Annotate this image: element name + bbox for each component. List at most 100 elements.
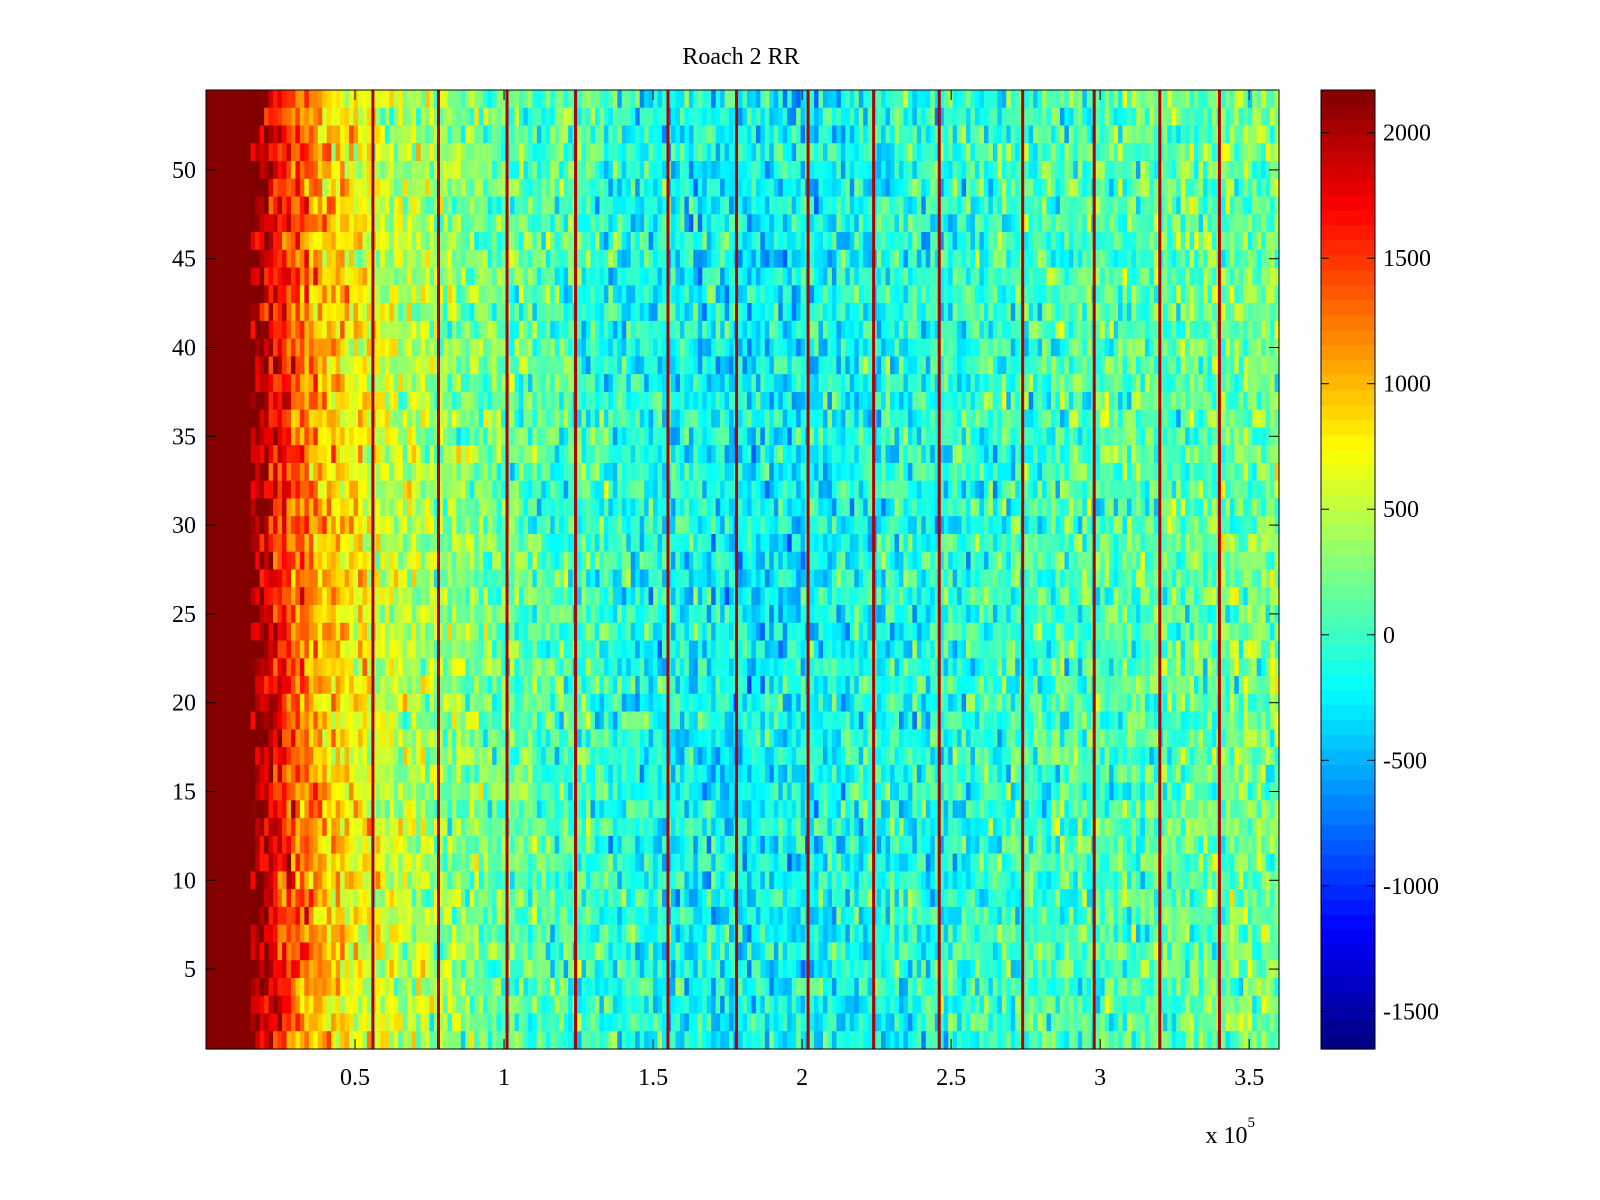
heatmap-cell bbox=[313, 214, 319, 233]
heatmap-cell bbox=[630, 303, 636, 322]
heatmap-cell bbox=[1135, 427, 1141, 446]
heatmap-cell bbox=[411, 267, 417, 286]
heatmap-cell bbox=[527, 445, 533, 464]
heatmap-cell bbox=[1042, 427, 1048, 446]
heatmap-cell bbox=[867, 320, 873, 340]
heatmap-cell bbox=[867, 161, 873, 180]
heatmap-cell bbox=[393, 214, 399, 233]
heatmap-cell bbox=[268, 267, 274, 286]
heatmap-cell bbox=[1126, 320, 1133, 340]
heatmap-cell bbox=[755, 196, 761, 215]
heatmap-cell bbox=[286, 356, 292, 375]
heatmap-cell bbox=[1113, 409, 1119, 429]
heatmap-cell bbox=[858, 445, 864, 464]
heatmap-cell bbox=[523, 445, 529, 464]
heatmap-cell bbox=[966, 232, 972, 251]
heatmap-cell bbox=[568, 161, 574, 180]
heatmap-cell bbox=[796, 107, 802, 127]
heatmap-cell bbox=[952, 249, 958, 269]
heatmap-cell bbox=[1068, 374, 1074, 393]
heatmap-cell bbox=[389, 338, 395, 357]
heatmap-cell bbox=[715, 125, 721, 144]
heatmap-cell bbox=[1247, 320, 1253, 340]
heatmap-cell bbox=[881, 303, 887, 322]
heatmap-cell bbox=[992, 249, 998, 269]
heatmap-cell bbox=[1198, 338, 1204, 357]
heatmap-cell bbox=[295, 143, 301, 162]
heatmap-cell bbox=[1135, 391, 1141, 411]
heatmap-cell bbox=[1068, 249, 1074, 269]
heatmap-cell bbox=[617, 249, 623, 269]
heatmap-cell bbox=[420, 214, 426, 233]
heatmap-cell bbox=[916, 320, 922, 340]
heatmap-cell bbox=[974, 374, 981, 393]
heatmap-cell bbox=[353, 285, 359, 304]
heatmap-cell bbox=[469, 214, 475, 233]
heatmap-cell bbox=[545, 445, 551, 464]
heatmap-cell bbox=[930, 125, 936, 144]
heatmap-cell bbox=[1274, 143, 1280, 162]
heatmap-cell bbox=[769, 356, 775, 375]
heatmap-cell bbox=[925, 391, 931, 411]
heatmap-cell bbox=[599, 161, 605, 180]
heatmap-cell bbox=[966, 320, 972, 340]
heatmap-cell bbox=[250, 374, 256, 393]
heatmap-cell bbox=[554, 427, 560, 446]
heatmap-cell bbox=[1037, 90, 1043, 109]
heatmap-cell bbox=[1225, 356, 1231, 375]
heatmap-cell bbox=[988, 161, 994, 180]
heatmap-cell bbox=[304, 232, 310, 251]
heatmap-cell bbox=[881, 161, 887, 180]
heatmap-cell bbox=[621, 125, 627, 144]
heatmap-cell bbox=[715, 143, 721, 162]
heatmap-cell bbox=[791, 320, 797, 340]
heatmap-cell bbox=[1207, 178, 1213, 198]
heatmap-cell bbox=[1229, 214, 1235, 233]
heatmap-cell bbox=[313, 267, 319, 286]
heatmap-cell bbox=[1220, 267, 1226, 286]
heatmap-cell bbox=[724, 409, 730, 429]
heatmap-cell bbox=[590, 374, 596, 393]
heatmap-cell bbox=[970, 196, 976, 215]
heatmap-cell bbox=[1001, 356, 1007, 375]
heatmap-cell bbox=[800, 445, 806, 464]
heatmap-cell bbox=[997, 374, 1003, 393]
heatmap-cell bbox=[1131, 107, 1137, 127]
heatmap-cell bbox=[1113, 125, 1119, 144]
heatmap-cell bbox=[818, 427, 824, 446]
heatmap-cell bbox=[514, 249, 520, 269]
heatmap-cell bbox=[478, 338, 484, 357]
heatmap-cell bbox=[706, 161, 712, 180]
heatmap-cell bbox=[961, 320, 967, 340]
heatmap-cell bbox=[594, 391, 601, 411]
heatmap-cell bbox=[688, 249, 694, 269]
heatmap-cell bbox=[469, 285, 475, 304]
heatmap-cell bbox=[760, 232, 766, 251]
heatmap-cell bbox=[366, 196, 373, 215]
heatmap-cell bbox=[1198, 249, 1204, 269]
heatmap-cell bbox=[308, 143, 314, 162]
heatmap-cell bbox=[429, 391, 435, 411]
heatmap-cell bbox=[720, 427, 726, 446]
heatmap-cell bbox=[353, 178, 359, 198]
heatmap-cell bbox=[612, 427, 618, 446]
heatmap-cell bbox=[290, 125, 297, 144]
heatmap-cell bbox=[1225, 249, 1231, 269]
heatmap-cell bbox=[858, 232, 864, 251]
heatmap-cell bbox=[720, 267, 726, 286]
heatmap-cell bbox=[1037, 338, 1043, 357]
heatmap-cell bbox=[1198, 356, 1204, 375]
heatmap-cell bbox=[1064, 249, 1070, 269]
heatmap-cell bbox=[514, 409, 520, 429]
heatmap-cell bbox=[541, 356, 547, 375]
heatmap-cell bbox=[796, 232, 802, 251]
heatmap-cell bbox=[349, 445, 355, 464]
heatmap-cell bbox=[1225, 90, 1231, 109]
heatmap-cell bbox=[738, 391, 744, 411]
heatmap-cell bbox=[729, 338, 735, 357]
heatmap-cell bbox=[711, 338, 717, 357]
heatmap-cell bbox=[974, 391, 981, 411]
heatmap-cell bbox=[474, 161, 480, 180]
heatmap-cell bbox=[384, 90, 390, 109]
heatmap-cell bbox=[961, 338, 967, 357]
